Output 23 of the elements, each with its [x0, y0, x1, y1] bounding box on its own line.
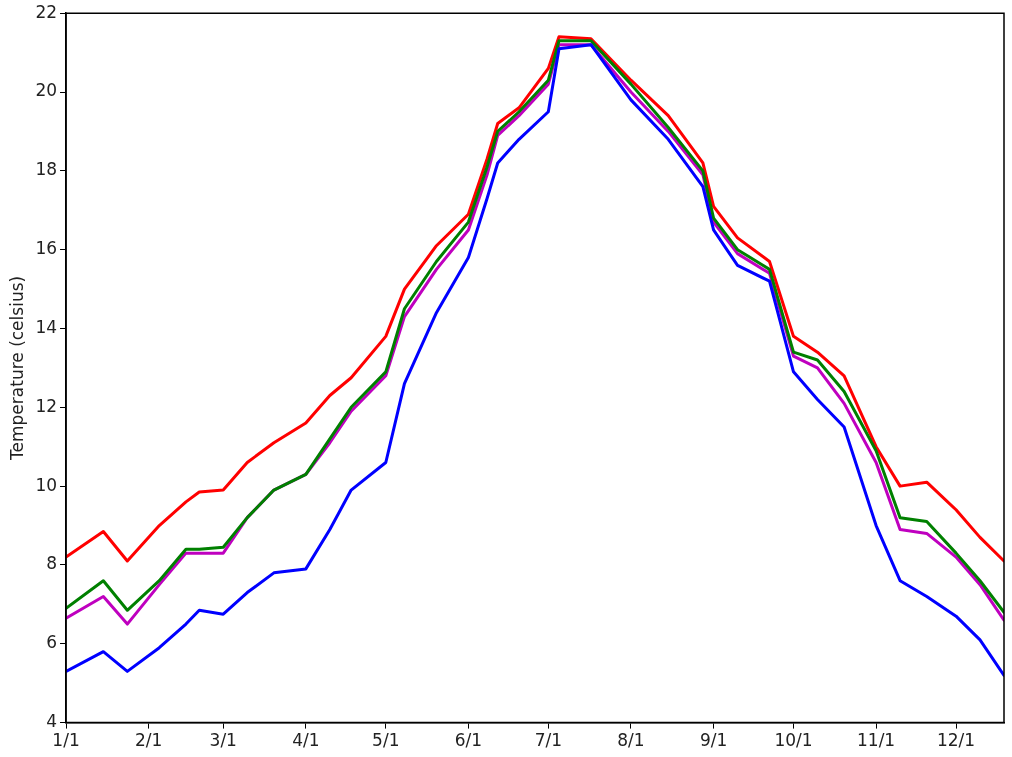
x-tick-label: 12/1	[936, 730, 976, 751]
x-tick-label: 7/1	[534, 730, 563, 751]
x-tick-label: 3/1	[209, 730, 237, 751]
y-tick-label: 6	[46, 632, 58, 653]
y-tick-label: 16	[35, 238, 58, 259]
y-tick-label: 20	[35, 80, 58, 101]
x-tick-label: 8/1	[617, 730, 645, 751]
x-tick-label: 6/1	[454, 730, 483, 751]
y-tick-label: 22	[35, 1, 58, 22]
y-tick-label: 4	[46, 711, 58, 732]
x-tick-label: 2/1	[134, 730, 163, 751]
x-tick-label: 9/1	[699, 730, 728, 751]
x-tick-label: 10/1	[774, 730, 813, 751]
x-tick-label: 11/1	[857, 730, 896, 751]
x-tick-label: 4/1	[292, 730, 320, 751]
y-tick-label: 12	[35, 395, 58, 416]
y-tick-label: 8	[46, 553, 58, 574]
y-tick-label: 10	[35, 474, 58, 495]
x-tick-label: 5/1	[372, 730, 400, 751]
x-tick-label: 1/1	[52, 730, 80, 751]
y-tick-label: 14	[35, 316, 58, 337]
y-axis-title: Temperature (celsius)	[6, 275, 27, 461]
y-tick-label: 18	[35, 159, 58, 180]
